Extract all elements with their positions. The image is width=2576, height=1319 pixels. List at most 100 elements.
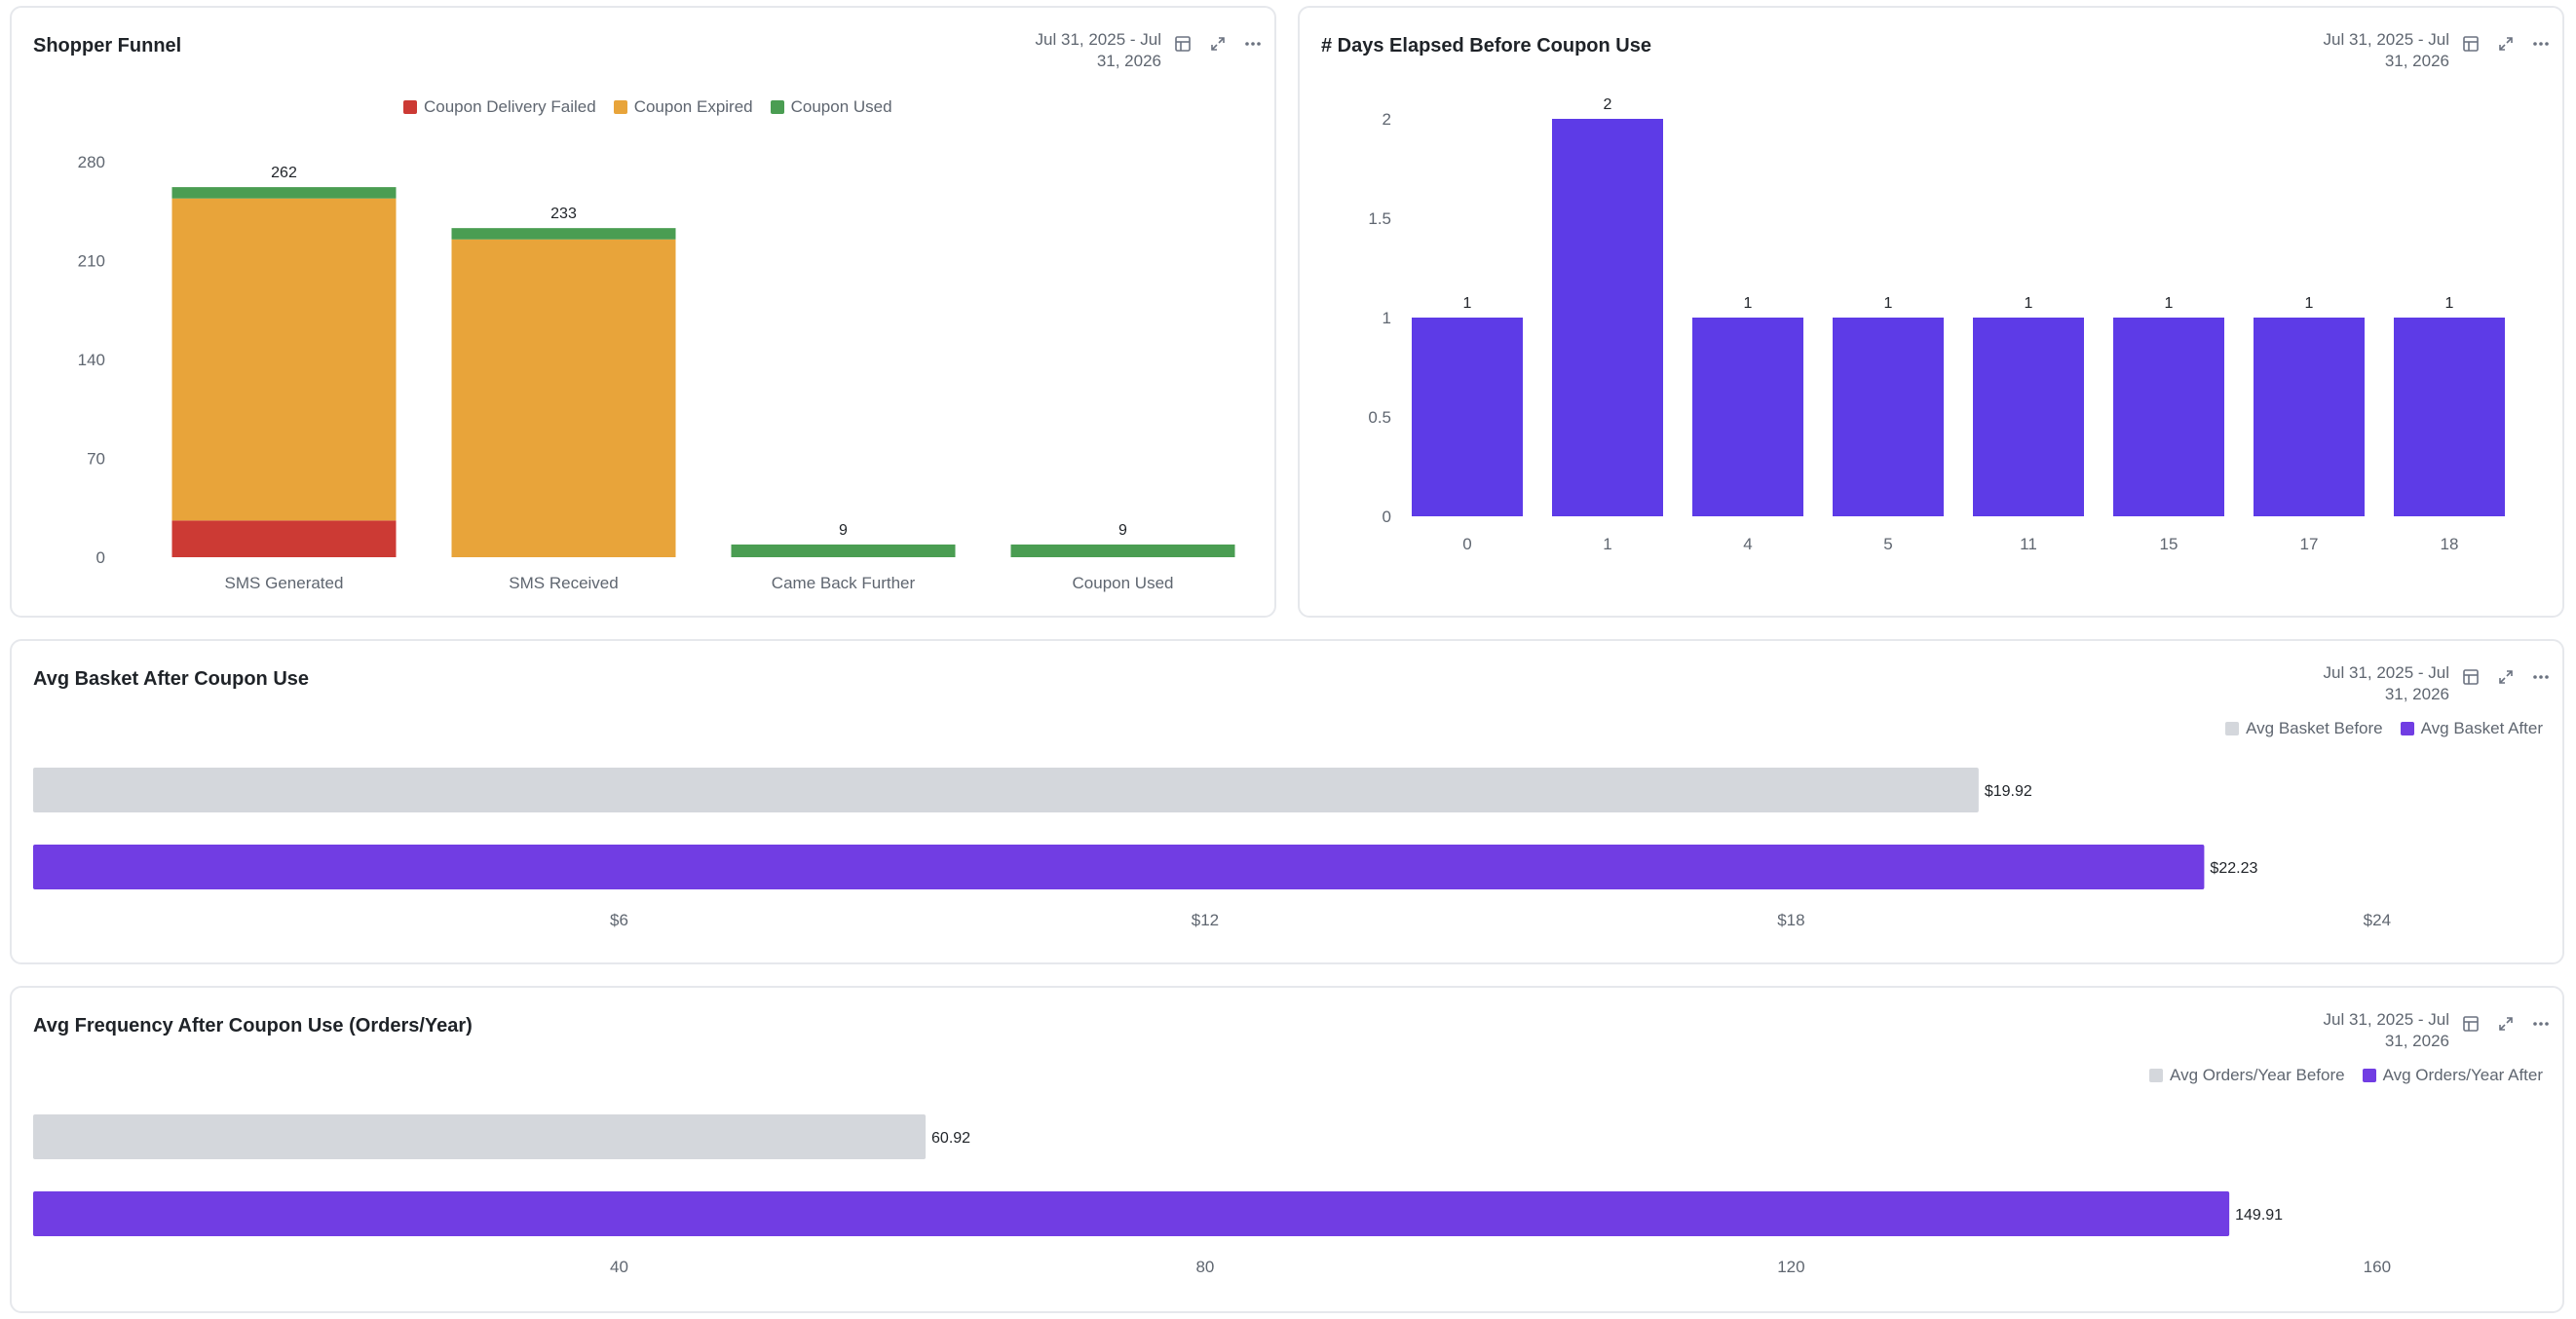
y-tick-label: 0 (1383, 508, 1391, 526)
card-title: Shopper Funnel (33, 35, 182, 57)
day-bar (2254, 318, 2365, 516)
shopper-funnel-card: Shopper Funnel Jul 31, 2025 - Jul 31, 20… (10, 6, 1276, 618)
before-bar (33, 768, 1979, 812)
x-tick-label: SMS Received (509, 574, 618, 592)
date-range: Jul 31, 2025 - Jul 31, 2026 (2323, 30, 2449, 70)
x-tick-label: $24 (2364, 911, 2391, 929)
more-icon[interactable] (1241, 32, 1265, 56)
bar-segment-used (451, 228, 676, 240)
y-tick-label: 0 (96, 548, 105, 567)
table-icon[interactable] (1171, 32, 1194, 56)
bar-value-label: 1 (1744, 295, 1753, 312)
legend-swatch (2362, 1069, 2376, 1082)
day-bar (1412, 318, 1523, 516)
more-icon[interactable] (2529, 1012, 2553, 1036)
legend-swatch (2149, 1069, 2164, 1082)
day-bar (1973, 318, 2084, 516)
avg-basket-chart: $19.92 $22.23 $6 $12 $18 $24 (33, 768, 2391, 929)
before-bar (33, 1114, 927, 1159)
x-tick-label: 1 (1603, 535, 1611, 553)
x-tick-label: 15 (2160, 535, 2178, 553)
x-tick-label: 11 (2020, 535, 2037, 553)
avg-frequency-chart: 60.92 149.91 40 80 120 160 (33, 1114, 2391, 1276)
day-bar (1552, 119, 1663, 516)
expand-icon[interactable] (2494, 1012, 2518, 1036)
more-icon[interactable] (2529, 665, 2553, 689)
x-tick-label: $12 (1192, 911, 1219, 929)
bar-total-label: 9 (839, 522, 848, 539)
bar-value-label: 1 (2025, 295, 2033, 312)
bar-segment-delivery-failed (171, 520, 397, 557)
days-elapsed-card: # Days Elapsed Before Coupon Use Jul 31,… (1298, 6, 2564, 618)
bar-value-label: 60.92 (931, 1130, 970, 1147)
x-tick-label: 0 (1462, 535, 1471, 553)
table-icon[interactable] (2459, 1012, 2482, 1036)
x-tick-label: 17 (2300, 535, 2319, 553)
avg-basket-card: Avg Basket After Coupon Use Jul 31, 2025… (10, 639, 2564, 964)
legend-item-delivery-failed[interactable]: Coupon Delivery Failed (403, 97, 596, 117)
bar-value-label: $22.23 (2210, 860, 2257, 877)
day-bar (1833, 318, 1944, 516)
legend-item-orders-before[interactable]: Avg Orders/Year Before (2149, 1066, 2345, 1085)
y-tick-label: 1 (1383, 309, 1391, 327)
table-icon[interactable] (2459, 32, 2482, 56)
x-tick-label: 4 (1743, 535, 1752, 553)
legend-swatch (613, 100, 627, 114)
avg-frequency-card: Avg Frequency After Coupon Use (Orders/Y… (10, 986, 2564, 1313)
after-bar (33, 845, 2205, 889)
expand-icon[interactable] (2494, 665, 2518, 689)
bar-value-label: $19.92 (1985, 783, 2032, 800)
card-title: Avg Frequency After Coupon Use (Orders/Y… (33, 1015, 473, 1036)
bar-value-label: 1 (2305, 295, 2314, 312)
day-bar (2113, 318, 2224, 516)
x-tick-label: Came Back Further (772, 574, 916, 592)
legend-item-expired[interactable]: Coupon Expired (613, 97, 753, 117)
card-title: # Days Elapsed Before Coupon Use (1321, 35, 1651, 57)
expand-icon[interactable] (2494, 32, 2518, 56)
bar-segment-expired (451, 239, 676, 557)
date-range: Jul 31, 2025 - Jul 31, 2026 (1035, 30, 1161, 70)
legend-item-basket-before[interactable]: Avg Basket Before (2225, 719, 2383, 738)
y-tick-label: 140 (78, 351, 105, 369)
legend-swatch (2225, 722, 2240, 735)
bar-segment-used (731, 544, 956, 557)
legend-swatch (403, 100, 417, 114)
y-tick-label: 2 (1383, 110, 1391, 129)
legend-swatch (770, 100, 784, 114)
bar-total-label: 233 (550, 206, 577, 222)
bar-value-label: 1 (1884, 295, 1893, 312)
x-tick-label: 5 (1883, 535, 1892, 553)
chart-legend: Avg Basket Before Avg Basket After (2225, 719, 2543, 738)
y-tick-label: 70 (87, 450, 105, 469)
legend-item-basket-after[interactable]: Avg Basket After (2400, 719, 2543, 738)
day-bar (1692, 318, 1803, 516)
x-tick-label: 120 (1777, 1258, 1804, 1276)
x-tick-label: 18 (2441, 535, 2459, 553)
bar-value-label: 1 (1463, 295, 1472, 312)
table-icon[interactable] (2459, 665, 2482, 689)
date-range: Jul 31, 2025 - Jul 31, 2026 (2323, 1010, 2449, 1050)
legend-item-orders-after[interactable]: Avg Orders/Year After (2362, 1066, 2543, 1085)
bar-value-label: 1 (2165, 295, 2174, 312)
chart-legend: Coupon Delivery Failed Coupon Expired Co… (403, 97, 892, 117)
date-range: Jul 31, 2025 - Jul 31, 2026 (2323, 663, 2449, 703)
expand-icon[interactable] (1206, 32, 1230, 56)
bar-total-label: 262 (271, 165, 297, 181)
y-tick-label: 280 (78, 153, 105, 171)
y-tick-label: 210 (78, 252, 105, 271)
x-tick-label: $18 (1777, 911, 1804, 929)
bar-value-label: 149.91 (2235, 1207, 2283, 1224)
after-bar (33, 1191, 2230, 1236)
legend-item-used[interactable]: Coupon Used (770, 97, 892, 117)
bar-segment-used (1010, 544, 1235, 557)
more-icon[interactable] (2529, 32, 2553, 56)
card-title: Avg Basket After Coupon Use (33, 668, 310, 690)
bar-segment-used (171, 187, 397, 199)
y-tick-label: 0.5 (1368, 408, 1391, 427)
bar-value-label: 1 (2445, 295, 2454, 312)
x-tick-label: SMS Generated (225, 574, 344, 592)
x-tick-label: Coupon Used (1073, 574, 1174, 592)
x-tick-label: 160 (2364, 1258, 2391, 1276)
bar-value-label: 2 (1604, 96, 1612, 113)
